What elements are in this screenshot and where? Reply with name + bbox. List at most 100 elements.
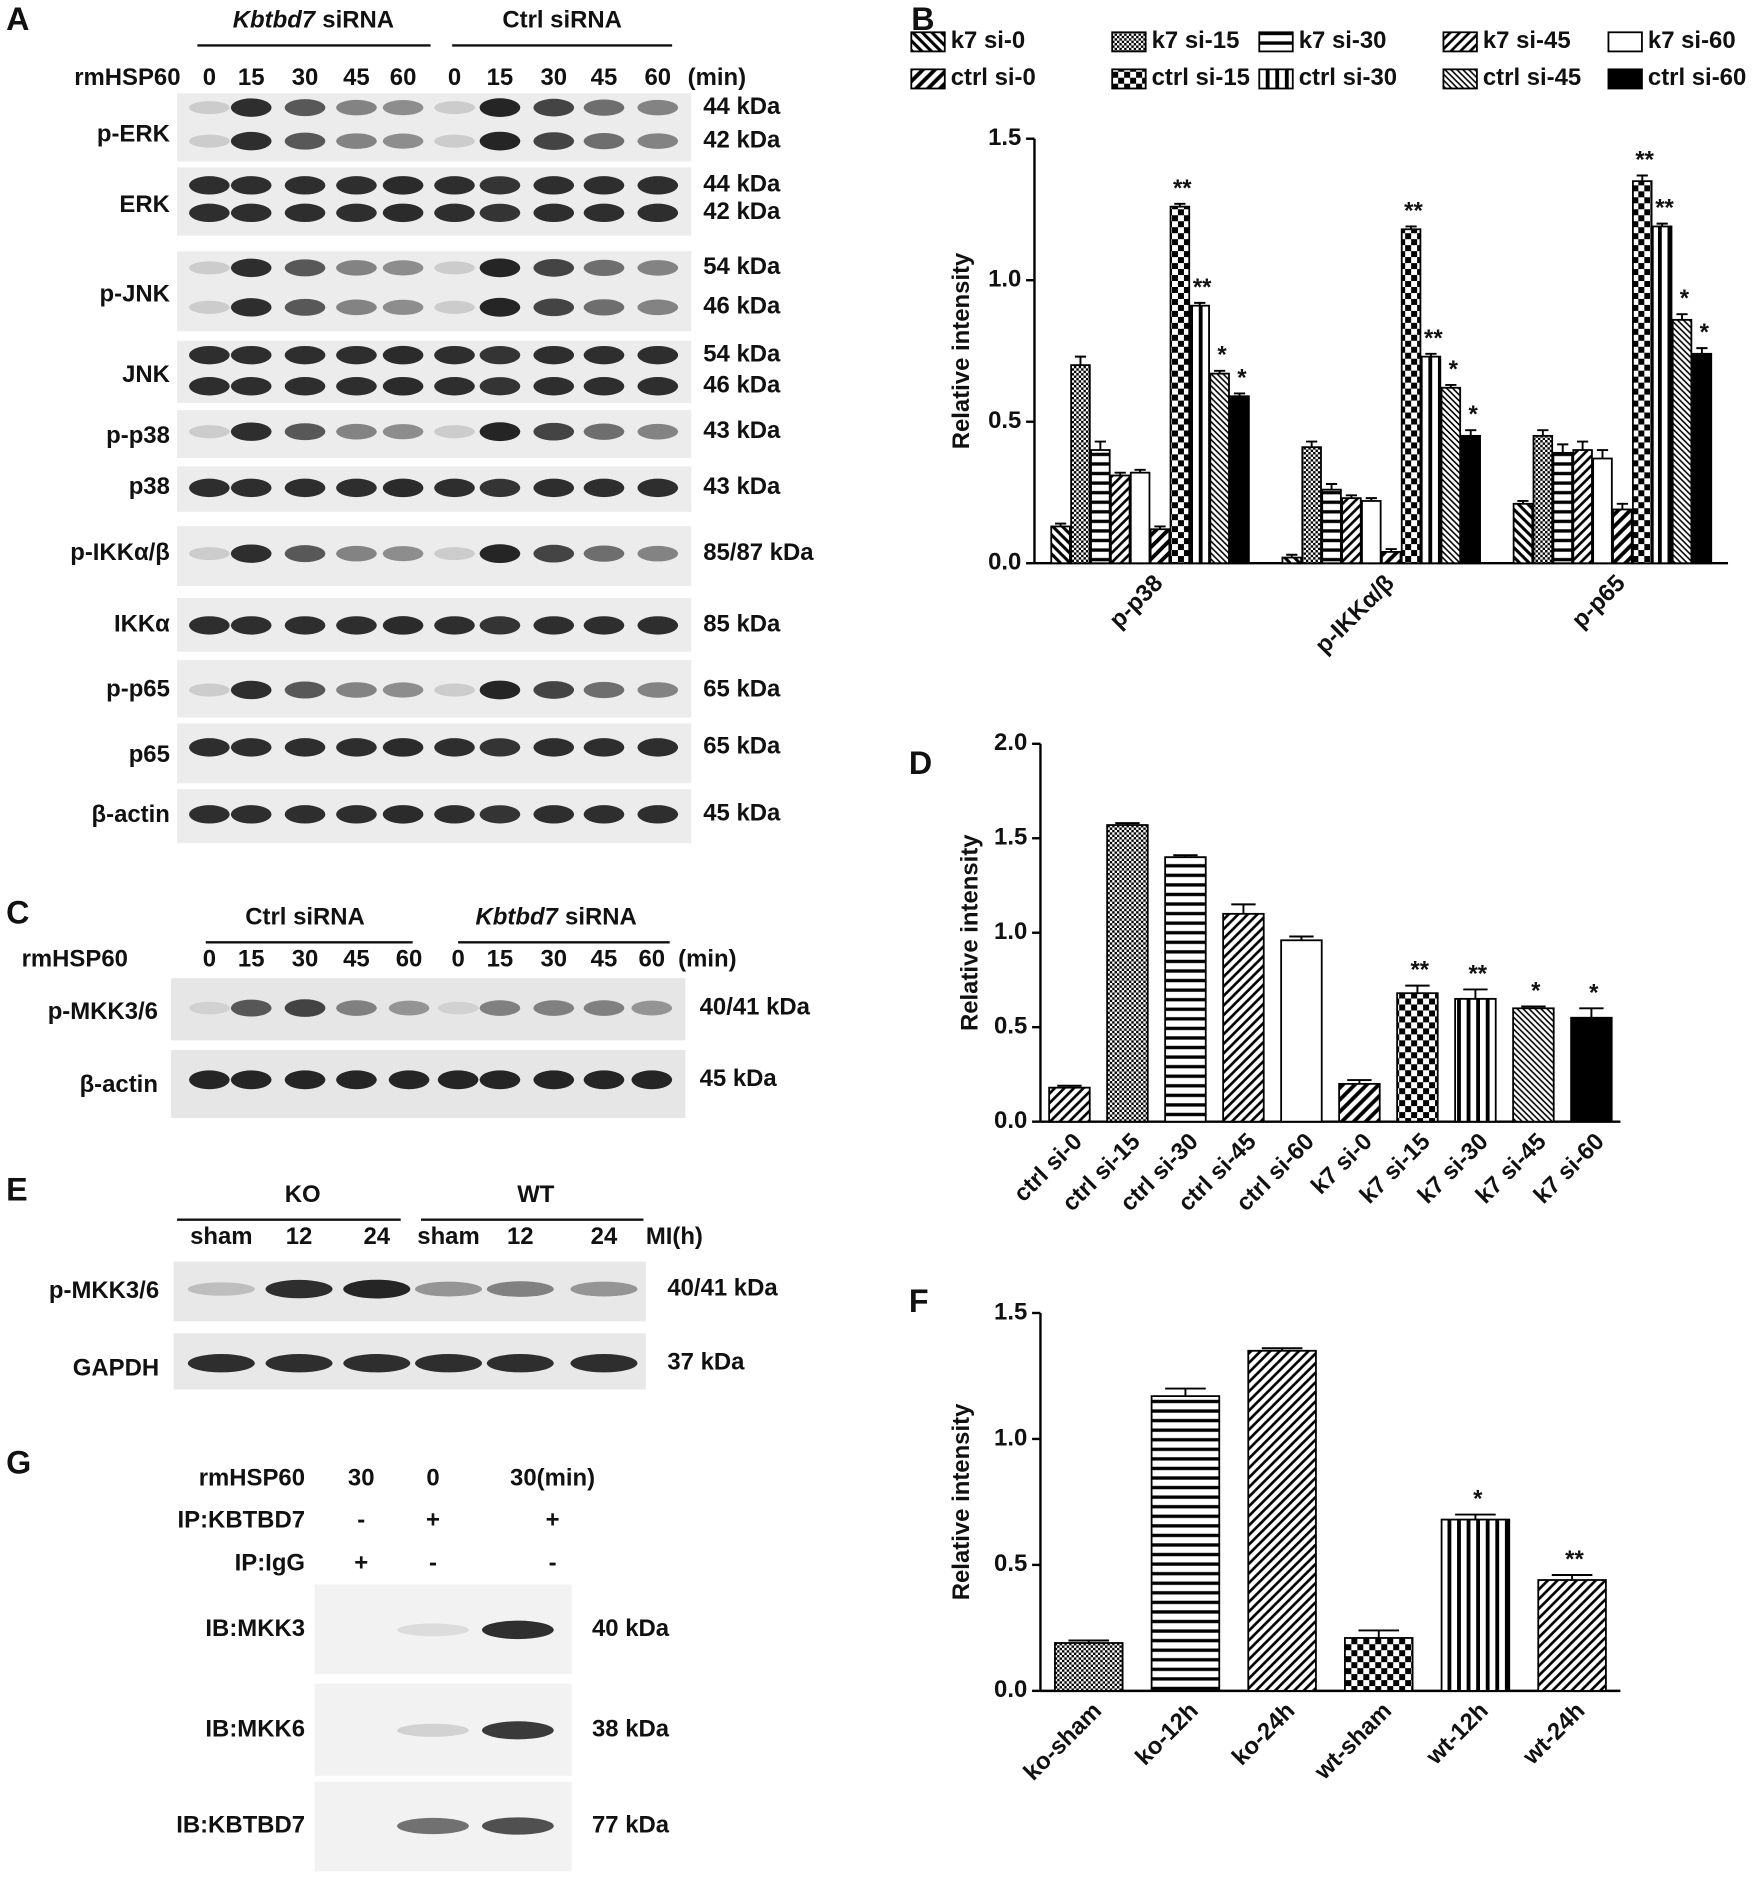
blot-band [583,738,625,757]
lane-label: 15 [487,64,514,91]
error-bar [1074,355,1087,366]
error-bar [1405,984,1430,994]
blot-band [230,377,272,396]
blot-band [284,298,326,316]
error-bar [1173,854,1198,858]
legend-swatch [1607,68,1643,90]
error-bar [1465,429,1477,436]
blot-band [230,176,272,195]
error-bar [1579,1007,1604,1018]
lane-label: 30 [540,946,567,973]
blot-band [284,176,326,195]
blot-band [265,1279,333,1299]
lane-label: 30 [292,946,319,973]
blot-band [479,203,521,222]
bar [1460,434,1481,565]
blot-band [533,544,575,563]
blot-band [230,616,272,635]
group-label: Kbtbd7 siRNA [476,904,637,931]
panel-letter: E [6,1172,28,1208]
blot-band [397,1817,469,1835]
group-suffix: siRNA [565,904,637,931]
blot-band [637,299,679,316]
blot-band [336,299,377,316]
blot-band [570,1281,638,1297]
row-label: p-MKK3/6 [49,1277,159,1304]
bar [1301,446,1322,565]
condition-value: 30(min) [510,1465,595,1492]
error-bar [1261,1347,1303,1351]
bar [1592,457,1613,565]
blot-band [434,261,475,275]
blot-band [336,203,377,223]
bar [1280,939,1323,1123]
blot-band [479,258,521,278]
group-name: Kbtbd7 [476,904,560,931]
blot-band [637,99,679,116]
bar [1189,304,1211,565]
blot-band [637,176,679,195]
blot-band [637,377,679,396]
blot-band [187,1354,255,1373]
blot-band [189,101,230,115]
error-bar [1345,494,1358,499]
blot-band [479,346,521,365]
legend-label: ctrl si-30 [1299,64,1397,91]
blot-band [284,345,326,365]
group-name: WT [517,1181,555,1208]
blot-band [434,377,475,396]
significance-label: * [1217,342,1227,369]
group-label: WT [517,1181,555,1208]
group-suffix: siRNA [322,7,394,34]
blot-band [230,544,272,563]
error-bar [1289,935,1314,941]
blot-band [382,738,424,757]
blot-band [189,203,230,223]
lane-label: 0 [448,64,461,91]
significance-label: ** [1404,197,1423,224]
blot-band [479,1000,521,1016]
x-tick-label: wt-24h [1517,1697,1590,1770]
group-label: Ctrl siRNA [502,7,622,34]
y-tick-label: 1.0 [994,918,1027,945]
blot-band [533,259,575,277]
blot-band [479,805,521,824]
legend-label: ctrl si-15 [1152,64,1250,91]
x-tick-label: wt-12h [1420,1697,1493,1770]
blot-band [336,545,377,562]
blot-band [583,299,625,316]
panel-letter: C [6,894,29,930]
error-bar [1463,988,1488,999]
error-bar [1596,449,1609,459]
blot-band [382,682,424,698]
error-bar [1325,483,1338,490]
blot-band [230,1070,272,1090]
blot-band [479,98,521,118]
bar [1572,449,1593,565]
legend-label: k7 si-45 [1483,27,1571,54]
blot-band [336,682,377,698]
blot-band [486,1281,554,1297]
blot-band [533,345,575,365]
blot-band [583,99,625,116]
significance-label: ** [1411,957,1430,984]
error-bar [1517,500,1529,504]
error-bar [1114,471,1126,476]
blot-band [382,203,424,223]
error-bar [1577,440,1589,451]
group-label: Kbtbd7 siRNA [233,7,394,34]
blot-band [382,616,424,635]
blot-band [284,738,326,757]
blot-band [437,1070,479,1090]
condition-label: IP:KBTBD7 [178,1506,306,1533]
row-label: β-actin [92,801,170,828]
bar [1048,1086,1091,1123]
error-bar [1636,174,1648,182]
x-tick-label: ko-24h [1227,1697,1301,1771]
blot-band [583,345,625,365]
blot-band [382,133,424,149]
blot-band [230,258,272,278]
bar [1169,205,1191,565]
blot-band [284,99,326,117]
bar [1344,1637,1414,1692]
